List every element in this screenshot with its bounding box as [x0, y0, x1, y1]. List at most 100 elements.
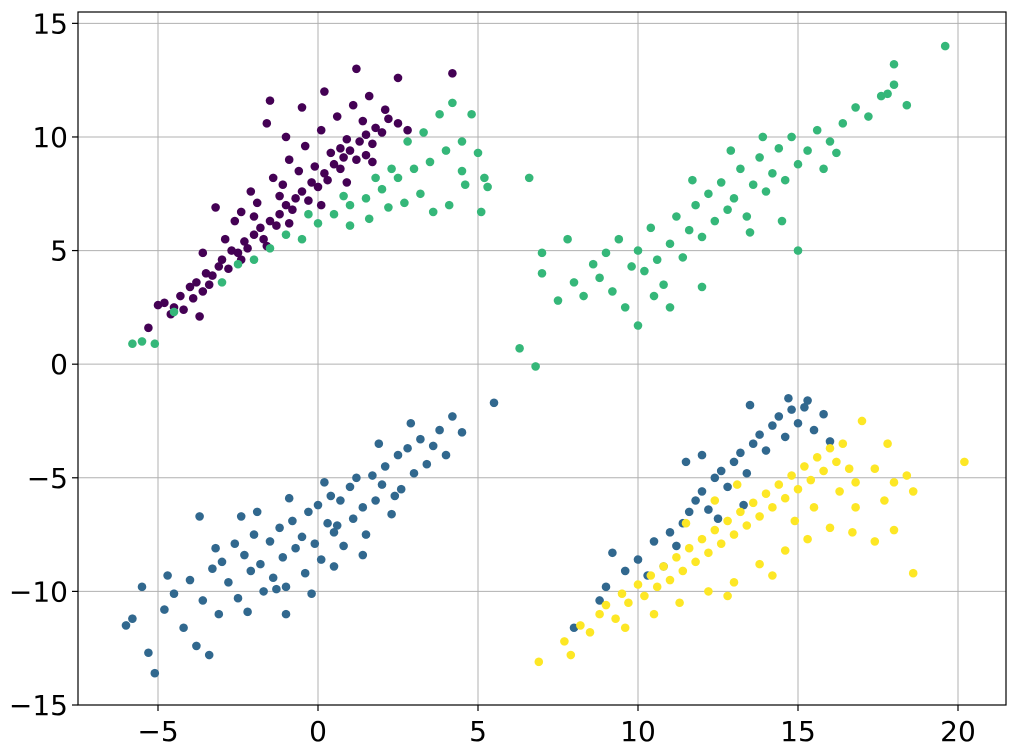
- point-s3-26: [416, 189, 425, 199]
- point-s4-67: [809, 503, 819, 512]
- axis-ticks: −5 0 5 10 15 20 −15 −10 −5 0 5 10 15: [9, 7, 976, 748]
- point-s1-67: [329, 562, 339, 571]
- point-s4-53: [870, 537, 880, 546]
- point-s3-77: [748, 180, 758, 189]
- point-s4-35: [793, 484, 803, 494]
- point-s1-23: [265, 537, 275, 546]
- point-s1-26: [278, 553, 288, 562]
- point-s0-14: [240, 237, 249, 246]
- point-s3-76: [742, 212, 752, 221]
- point-s0-37: [361, 130, 371, 139]
- point-s2-40: [739, 500, 748, 510]
- point-s1-32: [304, 507, 313, 517]
- point-s3-3: [169, 307, 179, 317]
- point-s1-46: [368, 471, 377, 480]
- point-s3-12: [345, 200, 355, 210]
- y-tick-label-6: 15: [32, 7, 68, 40]
- point-s4-51: [908, 568, 918, 578]
- point-s4-21: [704, 548, 713, 558]
- point-s3-42: [524, 173, 534, 183]
- point-s3-53: [601, 248, 611, 258]
- point-s0-68: [342, 134, 352, 144]
- point-s4-9: [624, 598, 633, 608]
- point-s4-64: [960, 457, 969, 467]
- point-s0-54: [297, 103, 307, 112]
- point-s1-25: [275, 523, 284, 533]
- point-s3-25: [400, 198, 409, 208]
- point-s3-70: [704, 189, 713, 199]
- point-s4-59: [729, 578, 739, 587]
- point-s0-49: [316, 125, 326, 135]
- point-s3-13: [361, 194, 371, 203]
- point-s0-57: [393, 73, 403, 83]
- point-s4-5: [595, 609, 604, 619]
- point-s3-7: [265, 244, 275, 253]
- point-s0-86: [144, 323, 153, 333]
- point-s0-76: [284, 219, 294, 228]
- point-s4-46: [870, 464, 880, 473]
- point-s3-24: [384, 203, 393, 212]
- point-s4-40: [825, 443, 835, 453]
- point-s3-68: [691, 200, 700, 210]
- point-s1-51: [393, 450, 403, 460]
- point-s2-13: [710, 473, 720, 483]
- point-s1-64: [195, 512, 204, 521]
- point-s0-77: [316, 200, 326, 210]
- point-s3-31: [419, 128, 428, 137]
- point-s0-70: [380, 105, 390, 115]
- point-s3-19: [457, 137, 467, 146]
- point-s3-34: [467, 109, 476, 119]
- point-s3-22: [345, 221, 355, 230]
- point-s3-107: [688, 175, 697, 185]
- point-s1-8: [185, 575, 195, 585]
- point-s0-42: [393, 119, 403, 128]
- point-s4-18: [684, 543, 694, 553]
- point-s1-78: [332, 521, 342, 530]
- point-s3-80: [768, 169, 777, 178]
- point-s0-46: [268, 173, 278, 183]
- point-s0-30: [323, 175, 332, 185]
- plot-area-frame: [77, 11, 1007, 706]
- point-s4-39: [819, 466, 828, 476]
- point-s3-57: [627, 262, 636, 271]
- point-s3-29: [460, 180, 470, 189]
- point-s3-94: [889, 59, 899, 69]
- point-s3-9: [297, 234, 307, 244]
- point-s0-22: [281, 200, 291, 210]
- point-s4-17: [678, 566, 688, 576]
- point-s0-3: [176, 291, 185, 301]
- point-s1-30: [297, 532, 307, 542]
- point-s1-4: [150, 668, 160, 678]
- point-s4-45: [857, 416, 867, 426]
- point-s0-39: [371, 123, 380, 133]
- y-tick-label-2: −5: [27, 462, 68, 495]
- point-s3-43: [515, 343, 524, 353]
- point-s1-43: [352, 473, 361, 483]
- point-s4-15: [665, 575, 675, 585]
- point-s3-10: [313, 219, 323, 228]
- point-s3-16: [409, 164, 419, 174]
- point-s4-58: [755, 559, 764, 569]
- point-s1-1: [128, 614, 137, 623]
- point-s0-58: [448, 69, 457, 78]
- point-s0-24: [291, 194, 300, 203]
- point-s4-38: [812, 453, 822, 462]
- point-s1-56: [422, 459, 432, 469]
- point-s4-71: [681, 518, 691, 528]
- point-s3-58: [633, 246, 643, 255]
- point-s0-18: [259, 234, 268, 244]
- point-s3-89: [851, 103, 860, 112]
- point-s3-64: [665, 239, 675, 249]
- point-s1-75: [406, 418, 416, 428]
- point-s4-24: [723, 516, 732, 526]
- point-s0-1: [160, 298, 169, 308]
- point-s1-6: [169, 589, 179, 598]
- point-s2-14: [716, 466, 726, 476]
- point-s0-63: [236, 207, 246, 217]
- point-s0-17: [256, 223, 265, 233]
- point-s2-20: [755, 430, 764, 439]
- point-s1-18: [240, 550, 249, 560]
- point-s3-36: [457, 166, 467, 176]
- point-s3-65: [672, 212, 681, 221]
- point-s1-60: [448, 412, 457, 421]
